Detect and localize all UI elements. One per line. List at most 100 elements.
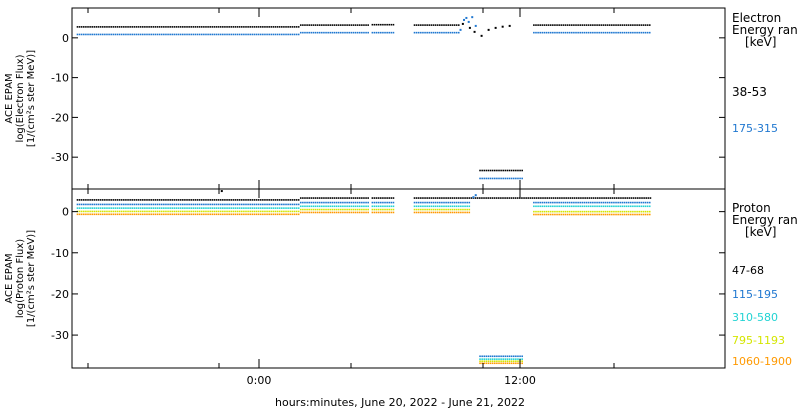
proton-series-310-580-point <box>568 205 571 208</box>
proton-series-1060-1900-point <box>373 211 376 214</box>
electron-series-38-53-point <box>293 26 296 28</box>
proton-series-47-68-point <box>571 197 574 199</box>
proton-series-795-1193-point <box>426 208 428 211</box>
proton-series-1060-1900-point <box>436 211 439 214</box>
proton-series-1060-1900-point <box>194 213 197 216</box>
proton-series-47-68-point <box>232 199 235 201</box>
proton-series-795-1193-point <box>219 210 222 213</box>
proton-series-47-68-point <box>556 197 559 199</box>
proton-series-1060-1900-point <box>141 213 144 216</box>
proton-series-1060-1900-point <box>127 213 129 216</box>
proton-series-795-1193-point <box>177 210 180 213</box>
electron-series-175-315-point <box>589 31 592 34</box>
proton-series-47-68-point <box>101 199 104 201</box>
proton-series-310-580-point <box>430 205 433 208</box>
proton-series-115-195-point <box>573 201 575 204</box>
proton-series-310-580-point <box>234 207 237 209</box>
proton-series-310-580-point <box>175 207 178 209</box>
proton-series-47-68-point <box>78 199 81 201</box>
electron-series-38-53-point <box>363 24 365 26</box>
proton-series-310-580-point <box>283 207 285 209</box>
proton-series-795-1193-point <box>209 210 211 213</box>
electron-series-38-53-point <box>203 26 205 28</box>
proton-series-1060-1900-point <box>533 213 535 216</box>
proton-series-795-1193-point <box>251 210 254 213</box>
proton-series-1060-1900-point <box>137 213 140 216</box>
proton-series-310-580-point <box>133 207 136 209</box>
proton-series-47-68-point <box>192 199 195 201</box>
proton-series-115-195-point <box>377 201 380 204</box>
proton-series-795-1193-point <box>539 210 541 213</box>
proton-series-795-1193-point <box>596 210 598 213</box>
electron-series-175-315-point <box>596 31 598 34</box>
proton-series-47-68-point <box>331 197 334 199</box>
electron-series-175-315-point <box>308 31 310 34</box>
electron-series-38-53-point <box>245 26 247 28</box>
proton-series-115-195-point <box>375 201 378 204</box>
electron-series-175-315-point <box>289 33 292 36</box>
electron-series-175-315-point <box>508 177 511 180</box>
proton-series-115-195-point <box>592 201 594 204</box>
proton-series-795-1193-point <box>293 210 296 213</box>
proton-series-115-195-point <box>552 201 554 204</box>
proton-series-1060-1900-point <box>352 211 355 214</box>
electron-series-38-53-point <box>392 23 395 26</box>
proton-series-115-195-point <box>156 203 159 206</box>
electron-series-38-53-point <box>291 26 294 28</box>
electron-series-175-315-point <box>314 31 317 34</box>
proton-series-1060-1900-point <box>165 213 167 216</box>
electron-series-38-53-point <box>116 26 119 28</box>
proton-series-115-195-point <box>101 203 104 206</box>
proton-series-795-1193-point <box>85 210 87 213</box>
electron-series-38-53-point <box>566 24 569 26</box>
proton-series-47-68-point <box>420 197 422 199</box>
electron-series-175-315-point <box>238 33 241 36</box>
proton-series-47-68-point <box>295 199 298 201</box>
proton-series-1060-1900-point <box>108 213 110 216</box>
proton-series-310-580-point <box>638 205 641 208</box>
electron-series-38-53-point <box>179 26 182 28</box>
proton-series-795-1193-point <box>141 210 144 213</box>
proton-series-310-580-point <box>619 205 622 208</box>
proton-series-310-580-point <box>434 205 437 208</box>
electron-series-175-315-point <box>125 33 127 36</box>
proton-series-1060-1900-point <box>259 213 262 216</box>
electron-series-175-315-point <box>167 33 169 36</box>
electron-series-38-53-point <box>268 26 270 28</box>
proton-series-310-580-point <box>617 205 619 208</box>
proton-series-115-195-point <box>186 203 188 206</box>
proton-series-310-580-point <box>125 207 127 209</box>
proton-series-47-68-point <box>318 197 321 199</box>
electron-series-38-53-point <box>346 24 348 26</box>
proton-series-310-580-point <box>293 207 296 209</box>
proton-series-1060-1900-point <box>337 211 340 214</box>
proton-series-115-195-point <box>278 203 281 206</box>
proton-series-795-1193-point <box>283 210 285 213</box>
electron-series-38-53-point <box>441 24 443 26</box>
proton-series-1060-1900-point <box>133 213 136 216</box>
proton-series-115-195-point <box>171 203 174 206</box>
electron-series-38-53-point <box>600 24 603 26</box>
proton-series-1060-1900-point <box>101 213 104 216</box>
proton-series-795-1193-point <box>500 360 502 363</box>
electron-series-175-315-point <box>348 31 351 34</box>
proton-series-115-195-point <box>331 201 334 204</box>
proton-series-47-68-point <box>152 199 155 201</box>
proton-series-47-68-point <box>586 197 589 199</box>
proton-series-1060-1900-point <box>646 213 649 216</box>
proton-series-115-195-point <box>566 201 569 204</box>
proton-series-795-1193-point <box>589 210 592 213</box>
proton-series-310-580-point <box>464 205 466 208</box>
proton-series-795-1193-point <box>146 210 148 213</box>
electron-series-175-315-point <box>316 31 319 34</box>
proton-series-310-580-point <box>350 205 353 208</box>
proton-series-795-1193-point <box>137 210 140 213</box>
proton-series-115-195-point <box>413 201 416 204</box>
electron-series-175-315-point <box>331 31 334 34</box>
proton-series-310-580-point <box>76 207 79 209</box>
proton-series-1060-1900-point <box>464 211 466 214</box>
proton-series-1060-1900-point <box>268 213 270 216</box>
proton-series-310-580-point <box>498 358 500 360</box>
proton-series-310-580-point <box>245 207 247 209</box>
proton-series-115-195-point <box>333 201 336 204</box>
